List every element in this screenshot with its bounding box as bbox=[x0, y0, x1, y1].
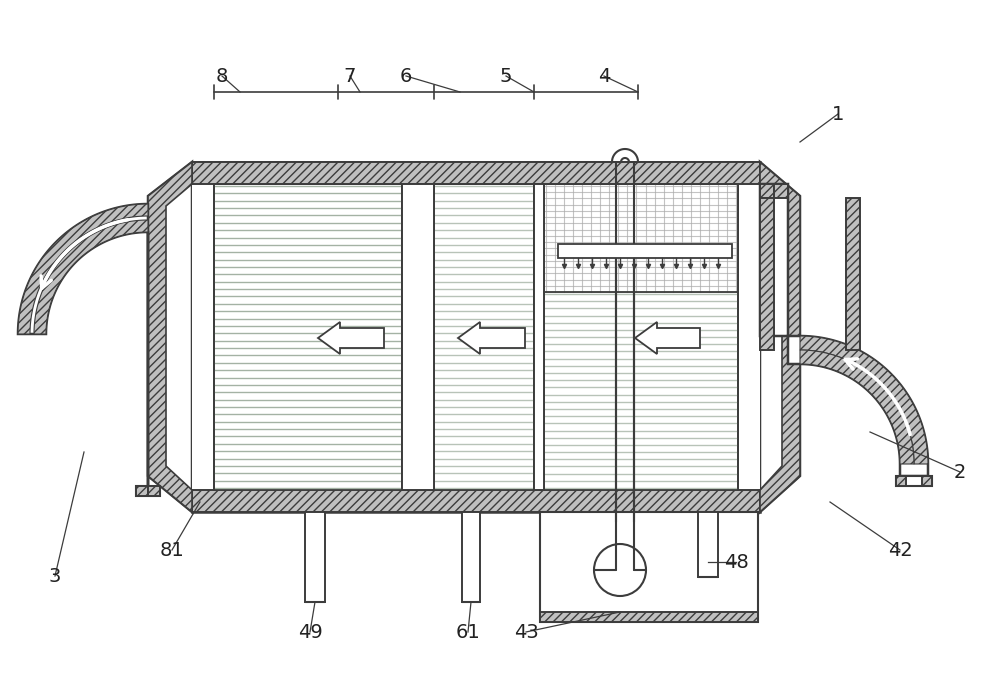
Polygon shape bbox=[18, 204, 148, 334]
Bar bbox=[544, 184, 738, 490]
Text: 42: 42 bbox=[888, 541, 912, 559]
Circle shape bbox=[594, 544, 646, 596]
Bar bbox=[462, 512, 480, 602]
Bar bbox=[305, 512, 325, 602]
Polygon shape bbox=[458, 322, 525, 354]
Polygon shape bbox=[148, 162, 192, 512]
Polygon shape bbox=[760, 162, 800, 512]
Polygon shape bbox=[318, 322, 384, 354]
Bar bbox=[760, 184, 774, 198]
Bar bbox=[402, 184, 434, 490]
Polygon shape bbox=[18, 204, 148, 486]
Text: 61: 61 bbox=[456, 623, 480, 642]
Polygon shape bbox=[148, 162, 192, 512]
Text: 81: 81 bbox=[160, 541, 184, 559]
Text: 4: 4 bbox=[598, 67, 610, 85]
Text: 8: 8 bbox=[216, 67, 228, 85]
Bar bbox=[434, 184, 534, 490]
Polygon shape bbox=[760, 162, 800, 512]
Bar bbox=[136, 486, 148, 496]
Text: 1: 1 bbox=[832, 104, 844, 123]
Bar bbox=[698, 512, 718, 577]
Bar bbox=[540, 612, 758, 622]
Bar bbox=[214, 184, 402, 490]
Bar bbox=[192, 184, 760, 490]
Bar bbox=[148, 486, 160, 496]
Polygon shape bbox=[800, 350, 914, 464]
Bar bbox=[774, 184, 788, 198]
Text: 6: 6 bbox=[400, 67, 412, 85]
Polygon shape bbox=[34, 220, 148, 334]
Bar bbox=[922, 476, 932, 486]
Bar bbox=[760, 198, 774, 350]
Bar bbox=[896, 476, 932, 486]
Bar bbox=[192, 490, 760, 512]
Bar bbox=[846, 198, 860, 350]
Text: 48: 48 bbox=[724, 552, 748, 572]
Polygon shape bbox=[760, 184, 928, 476]
Bar bbox=[136, 486, 160, 496]
Text: 43: 43 bbox=[514, 623, 538, 642]
Bar bbox=[540, 512, 758, 622]
Text: 3: 3 bbox=[49, 567, 61, 586]
Text: 7: 7 bbox=[344, 67, 356, 85]
Text: 5: 5 bbox=[500, 67, 512, 85]
Bar bbox=[896, 476, 906, 486]
Text: 2: 2 bbox=[954, 462, 966, 481]
Bar bbox=[192, 162, 760, 184]
Polygon shape bbox=[800, 336, 928, 464]
Polygon shape bbox=[635, 322, 700, 354]
Bar bbox=[558, 244, 732, 258]
Text: 49: 49 bbox=[298, 623, 322, 642]
Bar bbox=[534, 184, 544, 490]
Bar bbox=[192, 162, 760, 512]
